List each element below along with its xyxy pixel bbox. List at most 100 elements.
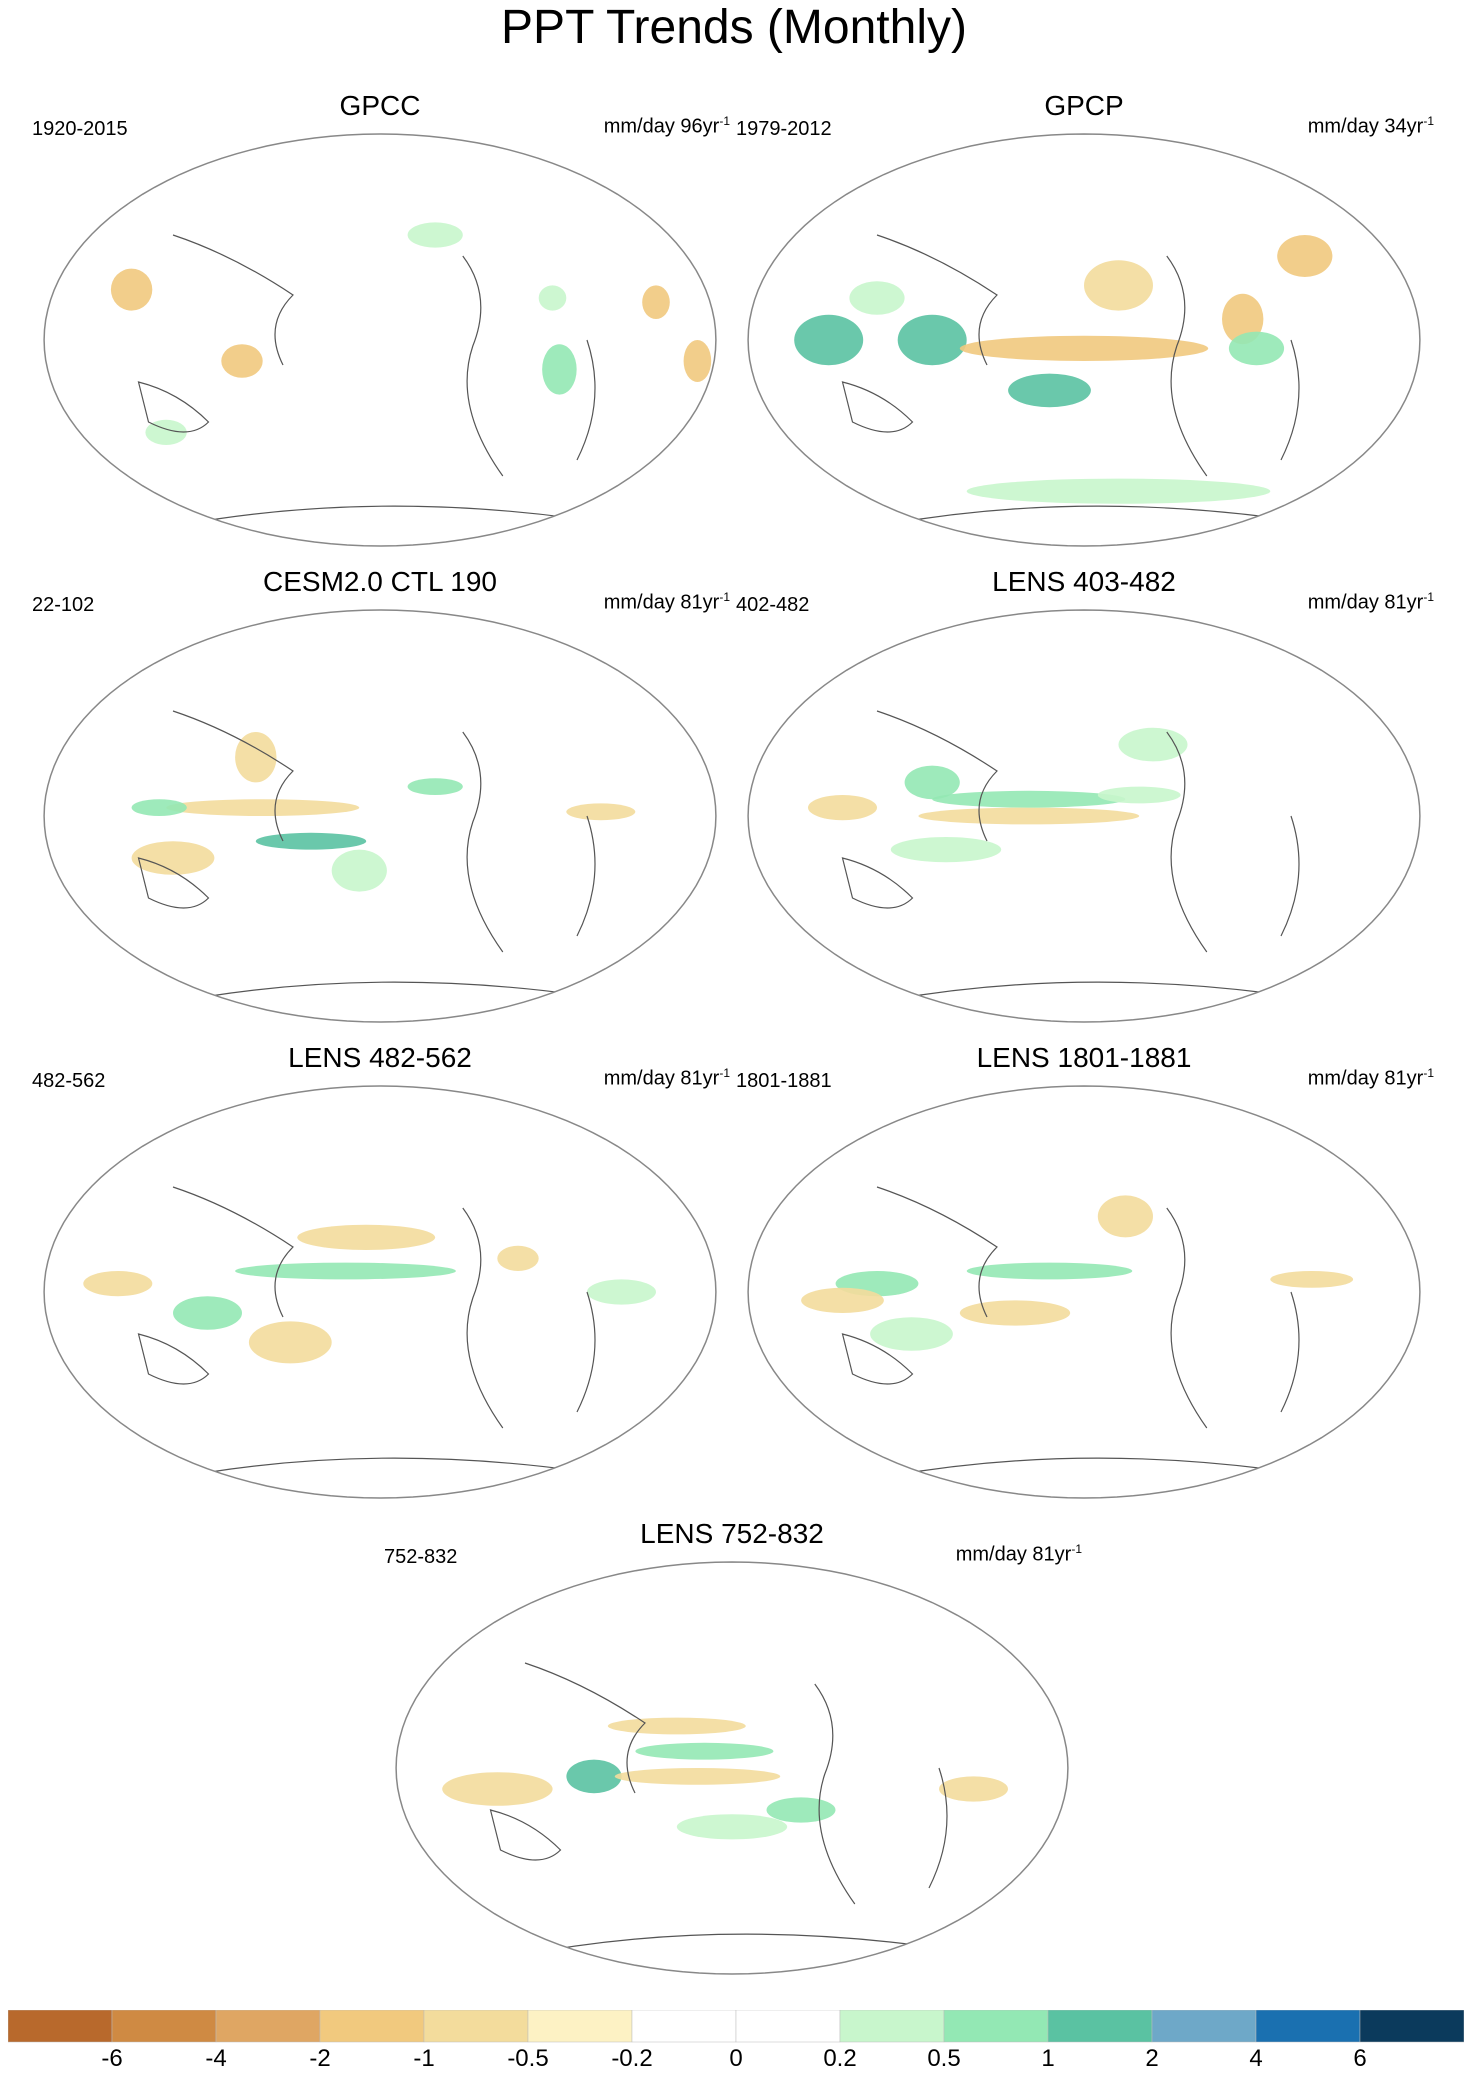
trend-region bbox=[676, 1814, 788, 1840]
main-title: PPT Trends (Monthly) bbox=[501, 1, 967, 54]
world-map bbox=[43, 1085, 717, 1499]
coastline bbox=[172, 710, 294, 842]
map-panel: LENS 752-832 752-832 mm/day 81yr-1 bbox=[382, 1518, 1082, 1975]
globe-outline bbox=[43, 1085, 717, 1499]
trend-region bbox=[131, 841, 215, 875]
trend-region bbox=[221, 344, 263, 378]
colorbar-tick-label: -0.5 bbox=[507, 2045, 548, 2070]
map-panel: CESM2.0 CTL 190 22-102 mm/day 81yr-1 bbox=[30, 566, 730, 1023]
colorbar-tick-label: 0.2 bbox=[823, 2045, 856, 2070]
trend-region bbox=[248, 1321, 332, 1364]
colorbar-tick-label: 4 bbox=[1249, 2045, 1262, 2070]
trend-region bbox=[235, 1262, 456, 1280]
coastline bbox=[576, 1291, 596, 1413]
trend-region bbox=[587, 1279, 656, 1305]
trend-region bbox=[497, 1245, 539, 1271]
world-map bbox=[43, 609, 717, 1023]
colorbar-tick-label: 0 bbox=[729, 2045, 742, 2070]
globe-outline bbox=[395, 1561, 1069, 1975]
trend-region bbox=[1008, 373, 1091, 408]
coastline bbox=[511, 1933, 932, 1958]
coastline bbox=[841, 857, 914, 909]
panel-period: 402-482 bbox=[736, 594, 810, 616]
panel-title: GPCC bbox=[339, 90, 421, 121]
coastline bbox=[876, 710, 998, 842]
trend-region bbox=[442, 1772, 553, 1806]
trend-region bbox=[542, 344, 577, 395]
globe-outline bbox=[747, 1085, 1421, 1499]
colorbar-swatch bbox=[423, 2010, 529, 2043]
panel-title: CESM2.0 CTL 190 bbox=[263, 566, 497, 597]
trend-region bbox=[131, 799, 187, 816]
trend-region bbox=[566, 1759, 622, 1794]
panel-period: 752-832 bbox=[384, 1546, 458, 1568]
coastline bbox=[524, 1662, 646, 1794]
coastline bbox=[172, 234, 294, 366]
trend-region bbox=[897, 314, 967, 366]
colorbar-tick-label: -4 bbox=[205, 2045, 226, 2070]
trend-region bbox=[1097, 786, 1181, 804]
colorbar-tick-label: 6 bbox=[1353, 2045, 1366, 2070]
coastline bbox=[489, 1809, 562, 1861]
panel-units: mm/day 81yr-1 bbox=[1307, 590, 1434, 614]
colorbar-swatch bbox=[111, 2010, 217, 2043]
colorbar-tick-label: -0.2 bbox=[611, 2045, 652, 2070]
colorbar-swatch bbox=[319, 2010, 425, 2043]
globe-outline bbox=[43, 609, 717, 1023]
world-map bbox=[747, 609, 1421, 1023]
panel-period: 1979-2012 bbox=[736, 118, 832, 140]
globe-outline bbox=[747, 133, 1421, 547]
coastline bbox=[1280, 815, 1300, 937]
trend-region bbox=[1277, 235, 1333, 277]
colorbar-swatch bbox=[1359, 2010, 1464, 2043]
coastline bbox=[159, 1457, 580, 1482]
coastline bbox=[1166, 255, 1208, 477]
trend-region bbox=[538, 285, 567, 311]
panel-period: 482-562 bbox=[32, 1070, 106, 1092]
map-panel: LENS 482-562 482-562 mm/day 81yr-1 bbox=[30, 1042, 730, 1499]
trend-region bbox=[614, 1768, 781, 1785]
trend-region bbox=[808, 795, 877, 821]
trend-region bbox=[331, 849, 387, 892]
coastline bbox=[462, 731, 504, 953]
colorbar-tick-label: 1 bbox=[1041, 2045, 1054, 2070]
trend-region bbox=[566, 803, 636, 821]
trend-region bbox=[642, 285, 670, 319]
colorbar-tick-label: -6 bbox=[101, 2045, 122, 2070]
coastline bbox=[1166, 731, 1208, 953]
trend-region bbox=[966, 478, 1271, 504]
coastline bbox=[863, 505, 1284, 530]
coastline bbox=[462, 1207, 504, 1429]
trend-region bbox=[297, 1224, 436, 1250]
trend-region bbox=[932, 790, 1126, 808]
panel-units: mm/day 34yr-1 bbox=[1307, 114, 1434, 138]
trend-region bbox=[794, 314, 864, 366]
trend-region bbox=[635, 1742, 774, 1760]
trend-region bbox=[1097, 1195, 1153, 1238]
coastline bbox=[159, 981, 580, 1006]
coastline bbox=[172, 1186, 294, 1318]
coastline bbox=[1280, 1291, 1300, 1413]
panel-units: mm/day 96yr-1 bbox=[603, 114, 730, 138]
colorbar-swatch bbox=[1047, 2010, 1153, 2043]
trend-region bbox=[235, 732, 277, 783]
trend-region bbox=[966, 1262, 1133, 1280]
panel-period: 1920-2015 bbox=[32, 118, 128, 140]
panel-units: mm/day 81yr-1 bbox=[603, 1066, 730, 1090]
coastline bbox=[814, 1683, 856, 1905]
panel-units: mm/day 81yr-1 bbox=[603, 590, 730, 614]
panel-period: 22-102 bbox=[32, 594, 95, 616]
coastline bbox=[841, 381, 914, 433]
colorbar-swatch bbox=[215, 2010, 321, 2043]
coastline bbox=[876, 1186, 998, 1318]
colorbar: -6 -4 -2 -1 -0.5 -0.2 0 0.2 0.5 1 2 4 6 bbox=[8, 2010, 1464, 2070]
trend-region bbox=[766, 1797, 836, 1823]
trend-region bbox=[1084, 260, 1153, 311]
panel-title: LENS 752-832 bbox=[640, 1518, 824, 1549]
trend-region bbox=[890, 837, 1002, 863]
coastline bbox=[863, 1457, 1284, 1482]
trend-region bbox=[683, 340, 712, 382]
trend-region bbox=[145, 419, 187, 445]
globe-outline bbox=[43, 133, 717, 547]
coastline bbox=[1280, 339, 1300, 461]
